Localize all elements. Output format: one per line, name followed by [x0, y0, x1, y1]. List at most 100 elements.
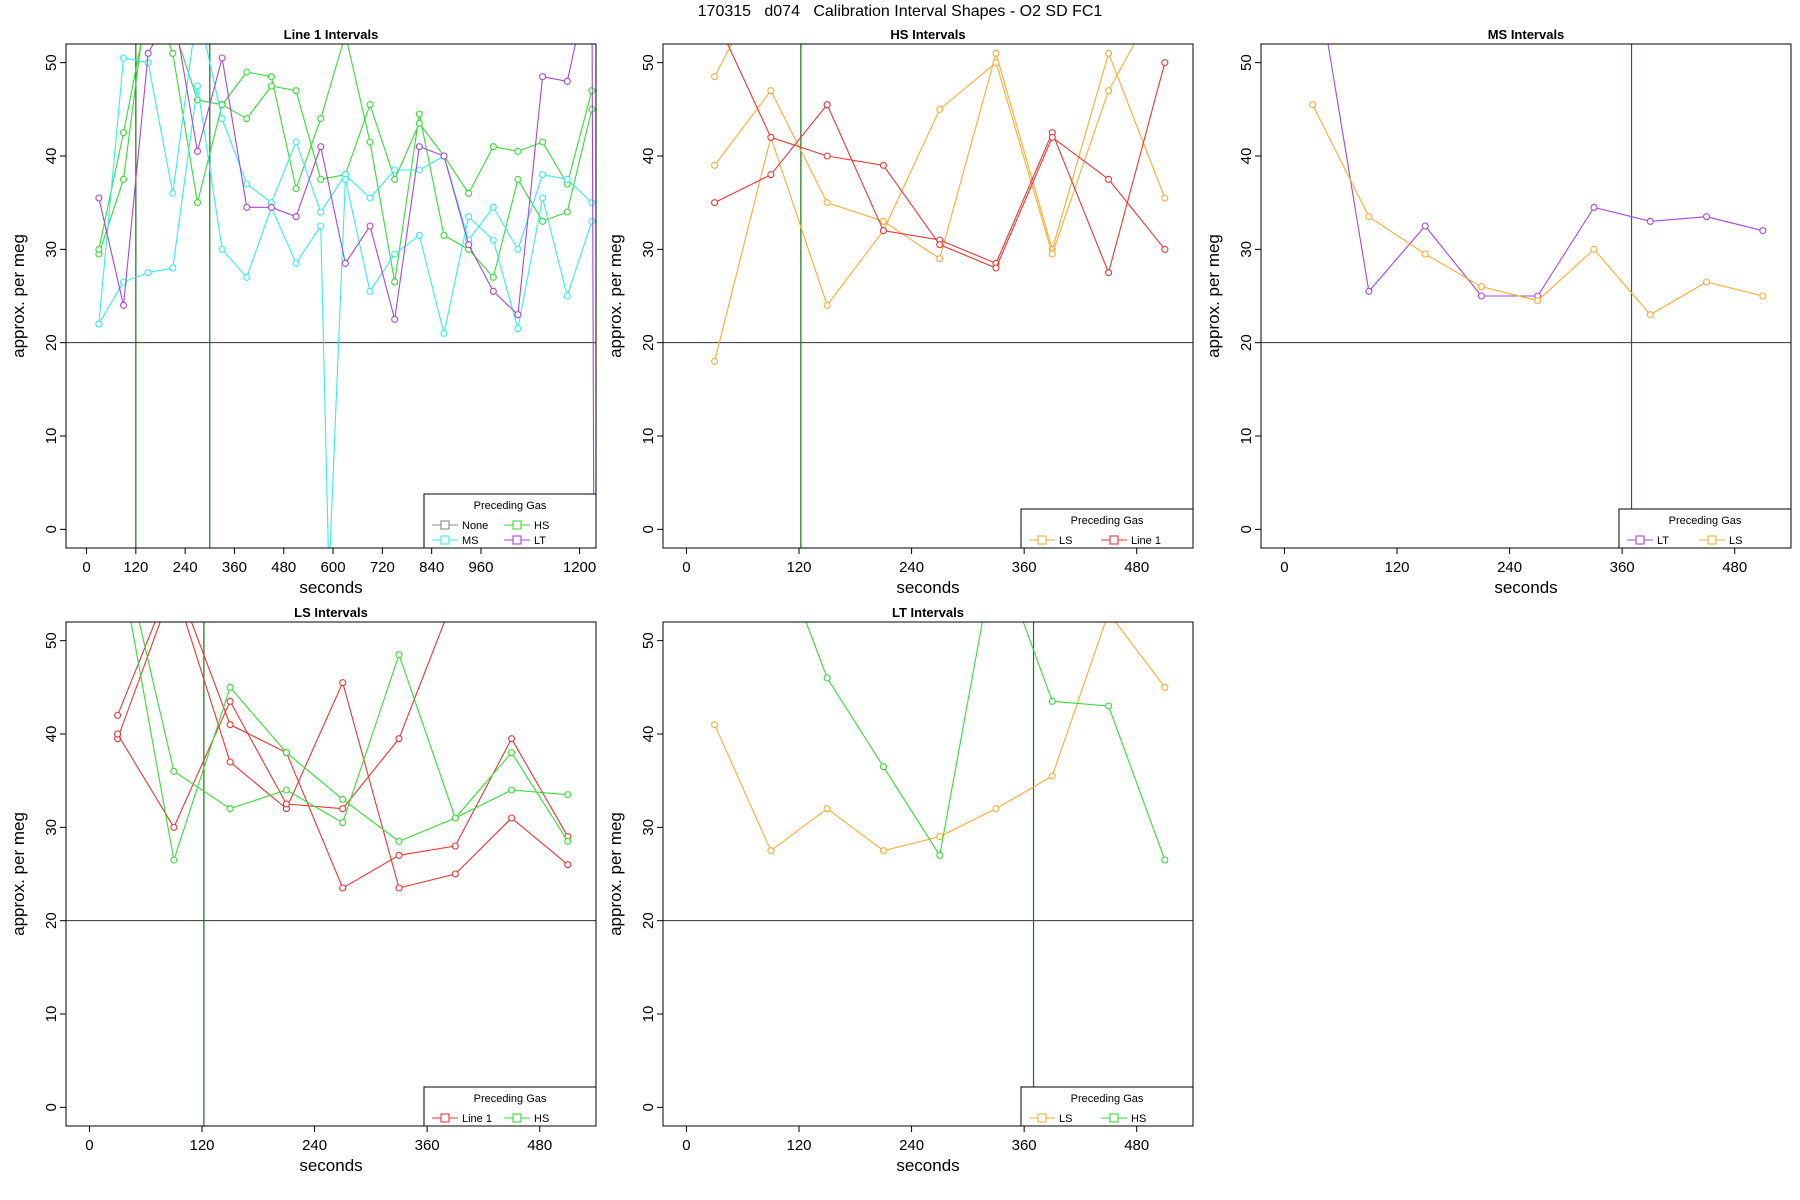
data-point — [563, 292, 571, 300]
data-point — [1759, 227, 1767, 235]
data-point — [339, 884, 347, 892]
data-point — [282, 800, 290, 808]
data-point — [563, 77, 571, 85]
y-axis-label: approx. per meg — [9, 234, 28, 358]
data-point — [119, 301, 128, 309]
data-point — [339, 805, 347, 813]
data-point — [1105, 49, 1113, 57]
legend-label: HS — [1131, 1113, 1146, 1125]
data-point — [395, 651, 403, 659]
y-tick-label: 20 — [1238, 334, 1255, 351]
data-point — [563, 208, 571, 216]
data-point — [391, 166, 399, 174]
data-point — [395, 851, 403, 859]
y-tick-label: 0 — [43, 525, 60, 533]
legend-label: LS — [1729, 535, 1742, 547]
series-ls — [711, 44, 1135, 365]
data-point — [465, 213, 473, 221]
x-tick-label: 120 — [787, 1137, 812, 1154]
data-point — [767, 133, 775, 141]
data-point — [282, 749, 290, 757]
data-point — [391, 175, 399, 183]
data-point — [1421, 222, 1429, 230]
data-point — [992, 49, 1000, 57]
data-point — [391, 278, 399, 286]
data-point — [415, 110, 423, 118]
data-point — [539, 194, 547, 202]
data-point — [169, 189, 177, 197]
data-point — [711, 721, 719, 729]
y-tick-label: 40 — [43, 148, 60, 165]
data-point — [1646, 311, 1654, 319]
data-point — [539, 171, 547, 179]
data-point — [317, 175, 325, 183]
data-point — [514, 175, 522, 183]
data-point — [226, 697, 234, 705]
data-point — [451, 842, 459, 850]
data-point — [366, 194, 374, 202]
data-point — [415, 231, 423, 239]
data-point — [823, 301, 831, 309]
data-point — [366, 101, 374, 109]
data-point — [767, 87, 775, 95]
data-point — [243, 273, 251, 281]
data-point — [243, 68, 251, 76]
y-tick-label: 50 — [640, 632, 657, 649]
data-point — [170, 823, 178, 831]
data-point — [282, 786, 290, 794]
data-point — [539, 217, 547, 225]
y-tick-label: 20 — [43, 912, 60, 929]
legend: Preceding Gas None HS MS LT — [423, 493, 597, 549]
data-point — [243, 180, 251, 188]
data-point — [218, 115, 226, 123]
legend-swatch-marker — [512, 520, 522, 530]
series-line-1 — [114, 622, 445, 831]
data-point — [992, 59, 1000, 67]
plot-area — [66, 622, 596, 1126]
y-tick-label: 10 — [640, 1006, 657, 1023]
data-point — [879, 161, 887, 169]
data-point — [1477, 283, 1485, 291]
data-point — [193, 82, 202, 90]
data-point — [292, 259, 300, 267]
plot-frame — [1260, 43, 1792, 549]
legend: Preceding Gas LS HS — [1020, 1086, 1194, 1127]
y-tick-label: 10 — [43, 428, 60, 445]
y-tick-label: 20 — [640, 912, 657, 929]
x-tick-label: 480 — [271, 559, 296, 576]
panel-3: MS Intervals 0 120 240 360 480 0 10 20 30 40 50 seco… — [1204, 27, 1792, 597]
x-tick-label: 240 — [302, 1137, 327, 1154]
legend-swatch-marker — [1037, 535, 1047, 545]
panel-4: LS Intervals 0 120 240 360 480 0 10 20 30 40 50 seco… — [9, 605, 597, 1175]
data-point — [514, 147, 522, 155]
legend: Preceding Gas Line 1 HS — [423, 1086, 597, 1127]
data-point — [1161, 194, 1169, 202]
data-point — [768, 526, 774, 532]
legend-swatch-marker — [512, 1113, 522, 1123]
y-tick-label: 20 — [43, 334, 60, 351]
data-point — [823, 805, 831, 813]
y-tick-label: 40 — [43, 726, 60, 743]
data-point — [936, 105, 944, 113]
x-tick-label: 240 — [173, 559, 198, 576]
x-tick-label: 120 — [190, 1137, 215, 1154]
y-axis-label: approx. per meg — [606, 234, 625, 358]
x-axis-label: seconds — [299, 578, 362, 597]
data-point — [243, 203, 251, 211]
plot-area — [663, 526, 1193, 1126]
data-point — [144, 49, 152, 57]
data-point — [114, 711, 122, 719]
data-point — [563, 175, 571, 183]
figure-title: 170315 d074 Calibration Interval Shapes … — [697, 3, 1103, 20]
data-point — [1048, 772, 1056, 780]
legend-label: Line 1 — [462, 1113, 492, 1125]
legend-swatch-marker — [1707, 535, 1717, 545]
legend-swatch-marker — [1037, 1113, 1047, 1123]
plot-frame — [662, 43, 1194, 549]
data-point — [936, 851, 944, 859]
data-point — [267, 203, 275, 211]
panel-title: Line 1 Intervals — [284, 27, 379, 42]
data-point — [711, 161, 719, 169]
data-point — [395, 837, 403, 845]
data-point — [564, 791, 572, 799]
